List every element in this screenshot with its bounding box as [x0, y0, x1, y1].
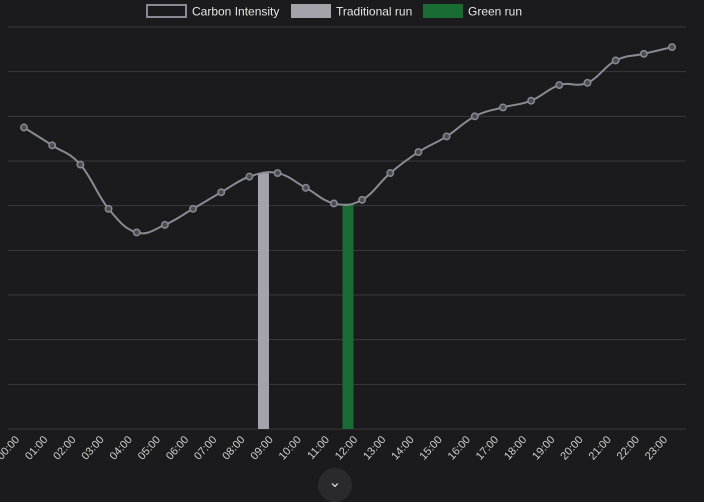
- data-point: [386, 169, 395, 178]
- legend-swatch: [291, 4, 331, 18]
- legend-swatch: [423, 4, 463, 18]
- data-point: [555, 81, 564, 90]
- x-tick-label: 11:00: [305, 434, 332, 462]
- data-point: [527, 96, 536, 105]
- x-tick-label: 20:00: [558, 434, 585, 462]
- bar-traditional-run: [257, 173, 269, 429]
- legend[interactable]: Carbon Intensity Traditional run Green run: [146, 4, 522, 19]
- data-point: [189, 204, 197, 213]
- x-tick-label: 08:00: [220, 434, 247, 462]
- x-tick-label: 05:00: [136, 434, 163, 462]
- x-tick-label: 22:00: [615, 434, 642, 462]
- x-tick-label: 18:00: [502, 434, 529, 462]
- x-tick-label: 19:00: [530, 434, 557, 462]
- x-tick-label: 13:00: [361, 434, 388, 462]
- data-point: [414, 148, 423, 157]
- data-point: [583, 78, 592, 87]
- data-point: [20, 123, 28, 132]
- data-point: [76, 160, 85, 169]
- data-point: [499, 103, 507, 112]
- x-tick-label: 12:00: [333, 434, 360, 462]
- data-point: [160, 220, 169, 229]
- x-tick-label: 04:00: [108, 434, 135, 462]
- x-tick-label: 23:00: [643, 434, 670, 462]
- x-tick-label: 00:00: [0, 434, 22, 462]
- x-tick-label: 10:00: [277, 434, 304, 462]
- data-point: [470, 112, 479, 121]
- scroll-down-button[interactable]: ⌄: [318, 468, 352, 502]
- x-tick-label: 02:00: [51, 434, 78, 462]
- carbon-intensity-chart: 00:00 01:00 02:00 03:00 04:00 05:00 06:00 07:00…: [0, 4, 686, 462]
- x-tick-label: 01:00: [23, 434, 50, 462]
- data-point: [329, 199, 338, 208]
- legend-label: Traditional run: [336, 5, 412, 19]
- data-point: [48, 141, 57, 150]
- data-point: [301, 183, 310, 192]
- x-tick-label: 14:00: [389, 434, 416, 462]
- chevron-down-icon: ⌄: [328, 472, 342, 491]
- x-tick-label: 16:00: [446, 434, 473, 462]
- data-point: [611, 56, 620, 65]
- legend-swatch: [146, 4, 187, 18]
- x-tick-label: 21:00: [587, 434, 614, 462]
- x-axis-ticks: 00:00 01:00 02:00 03:00 04:00 05:00 06:00 07:00…: [0, 434, 670, 462]
- x-tick-label: 17:00: [474, 434, 501, 462]
- data-point: [132, 228, 141, 237]
- legend-label: Carbon Intensity: [192, 5, 279, 19]
- data-point: [245, 172, 254, 181]
- legend-label: Green run: [468, 5, 522, 19]
- run-bars: [257, 173, 354, 429]
- x-tick-label: 09:00: [248, 434, 275, 462]
- x-tick-label: 15:00: [417, 434, 444, 462]
- data-point: [668, 43, 676, 52]
- data-point: [358, 195, 367, 204]
- x-tick-label: 03:00: [79, 434, 106, 462]
- bar-green-run: [342, 203, 354, 429]
- x-tick-label: 06:00: [164, 434, 191, 462]
- data-point: [442, 132, 451, 141]
- data-point: [273, 169, 282, 178]
- x-tick-label: 07:00: [192, 434, 219, 462]
- data-point: [104, 204, 113, 213]
- carbon-intensity-series: [20, 43, 676, 237]
- data-point: [639, 49, 648, 58]
- data-point: [217, 188, 226, 197]
